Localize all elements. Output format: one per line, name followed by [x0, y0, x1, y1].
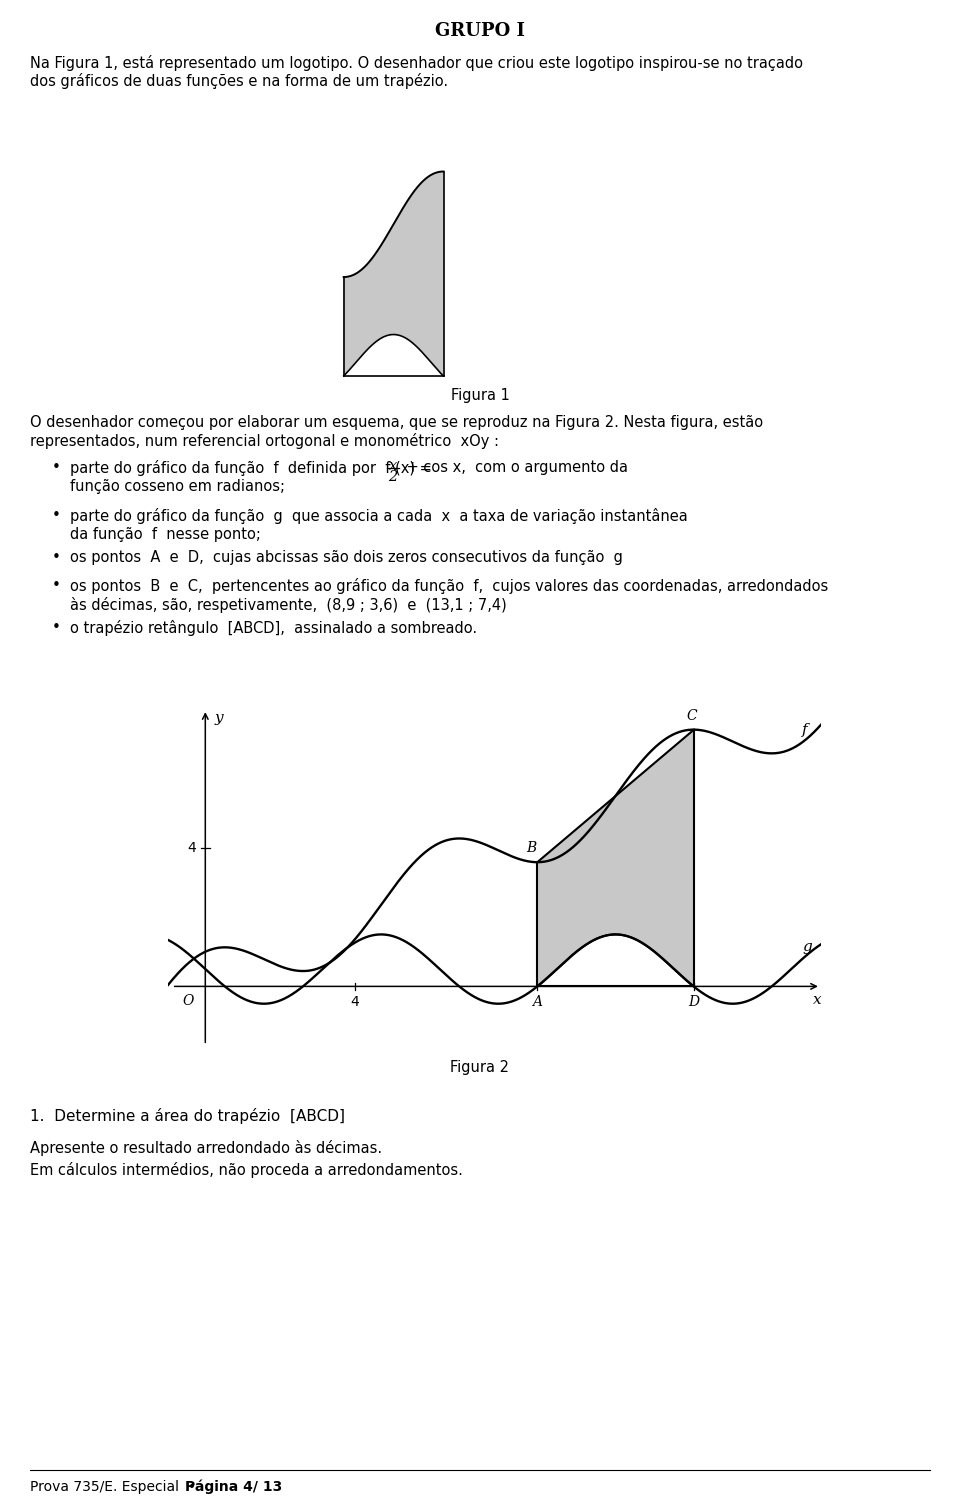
Text: D: D: [688, 994, 700, 1010]
Text: 1.  Determine a área do trapézio  [ABCD]: 1. Determine a área do trapézio [ABCD]: [30, 1108, 345, 1124]
Text: •: •: [52, 549, 60, 564]
Text: 4: 4: [187, 841, 196, 854]
Text: representados, num referencial ortogonal e monométrico  xOy :: representados, num referencial ortogonal…: [30, 433, 499, 450]
Text: O: O: [182, 994, 194, 1008]
Text: y: y: [215, 711, 224, 724]
Text: •: •: [52, 620, 60, 635]
Text: os pontos  A  e  D,  cujas abcissas são dois zeros consecutivos da função  g: os pontos A e D, cujas abcissas são dois…: [70, 549, 623, 564]
Text: GRUPO I: GRUPO I: [435, 23, 525, 41]
Text: da função  f  nesse ponto;: da função f nesse ponto;: [70, 527, 261, 542]
Text: parte do gráfico da função  g  que associa a cada  x  a taxa de variação instant: parte do gráfico da função g que associa…: [70, 509, 687, 524]
Text: x: x: [813, 993, 822, 1007]
Text: A: A: [532, 994, 542, 1010]
Text: parte do gráfico da função  f  definida por  f (x) =: parte do gráfico da função f definida po…: [70, 460, 432, 475]
Text: B: B: [527, 842, 537, 856]
Text: g: g: [803, 940, 812, 954]
Text: Figura 1: Figura 1: [450, 388, 510, 403]
Text: Na Figura 1, está representado um logotipo. O desenhador que criou este logotipo: Na Figura 1, está representado um logoti…: [30, 54, 803, 71]
Text: Apresente o resultado arredondado às décimas.: Apresente o resultado arredondado às déc…: [30, 1139, 382, 1156]
Text: + cos x,  com o argumento da: + cos x, com o argumento da: [402, 460, 628, 475]
Text: Prova 735/E. Especial  •: Prova 735/E. Especial •: [30, 1480, 204, 1494]
Text: o trapézio retângulo  [ABCD],  assinalado a sombreado.: o trapézio retângulo [ABCD], assinalado …: [70, 620, 477, 635]
Text: dos gráficos de duas funções e na forma de um trapézio.: dos gráficos de duas funções e na forma …: [30, 72, 448, 89]
Text: •: •: [52, 509, 60, 524]
Text: C: C: [686, 709, 697, 723]
Text: os pontos  B  e  C,  pertencentes ao gráfico da função  f,  cujos valores das co: os pontos B e C, pertencentes ao gráfico…: [70, 578, 828, 595]
Polygon shape: [344, 172, 444, 376]
Text: f: f: [803, 723, 807, 738]
Text: x: x: [389, 459, 397, 472]
Text: às décimas, são, respetivamente,  (8,9 ; 3,6)  e  (13,1 ; 7,4): às décimas, são, respetivamente, (8,9 ; …: [70, 598, 507, 613]
Polygon shape: [344, 335, 444, 376]
Text: O desenhador começou por elaborar um esquema, que se reproduz na Figura 2. Nesta: O desenhador começou por elaborar um esq…: [30, 415, 763, 430]
Text: •: •: [52, 578, 60, 593]
Text: função cosseno em radianos;: função cosseno em radianos;: [70, 478, 285, 493]
Text: 2: 2: [389, 469, 397, 484]
Text: •: •: [52, 460, 60, 475]
Text: Figura 2: Figura 2: [450, 1059, 510, 1074]
Polygon shape: [538, 730, 694, 987]
Text: 4: 4: [350, 994, 359, 1010]
Text: Página 4/ 13: Página 4/ 13: [185, 1480, 282, 1494]
Text: Em cálculos intermédios, não proceda a arredondamentos.: Em cálculos intermédios, não proceda a a…: [30, 1162, 463, 1179]
